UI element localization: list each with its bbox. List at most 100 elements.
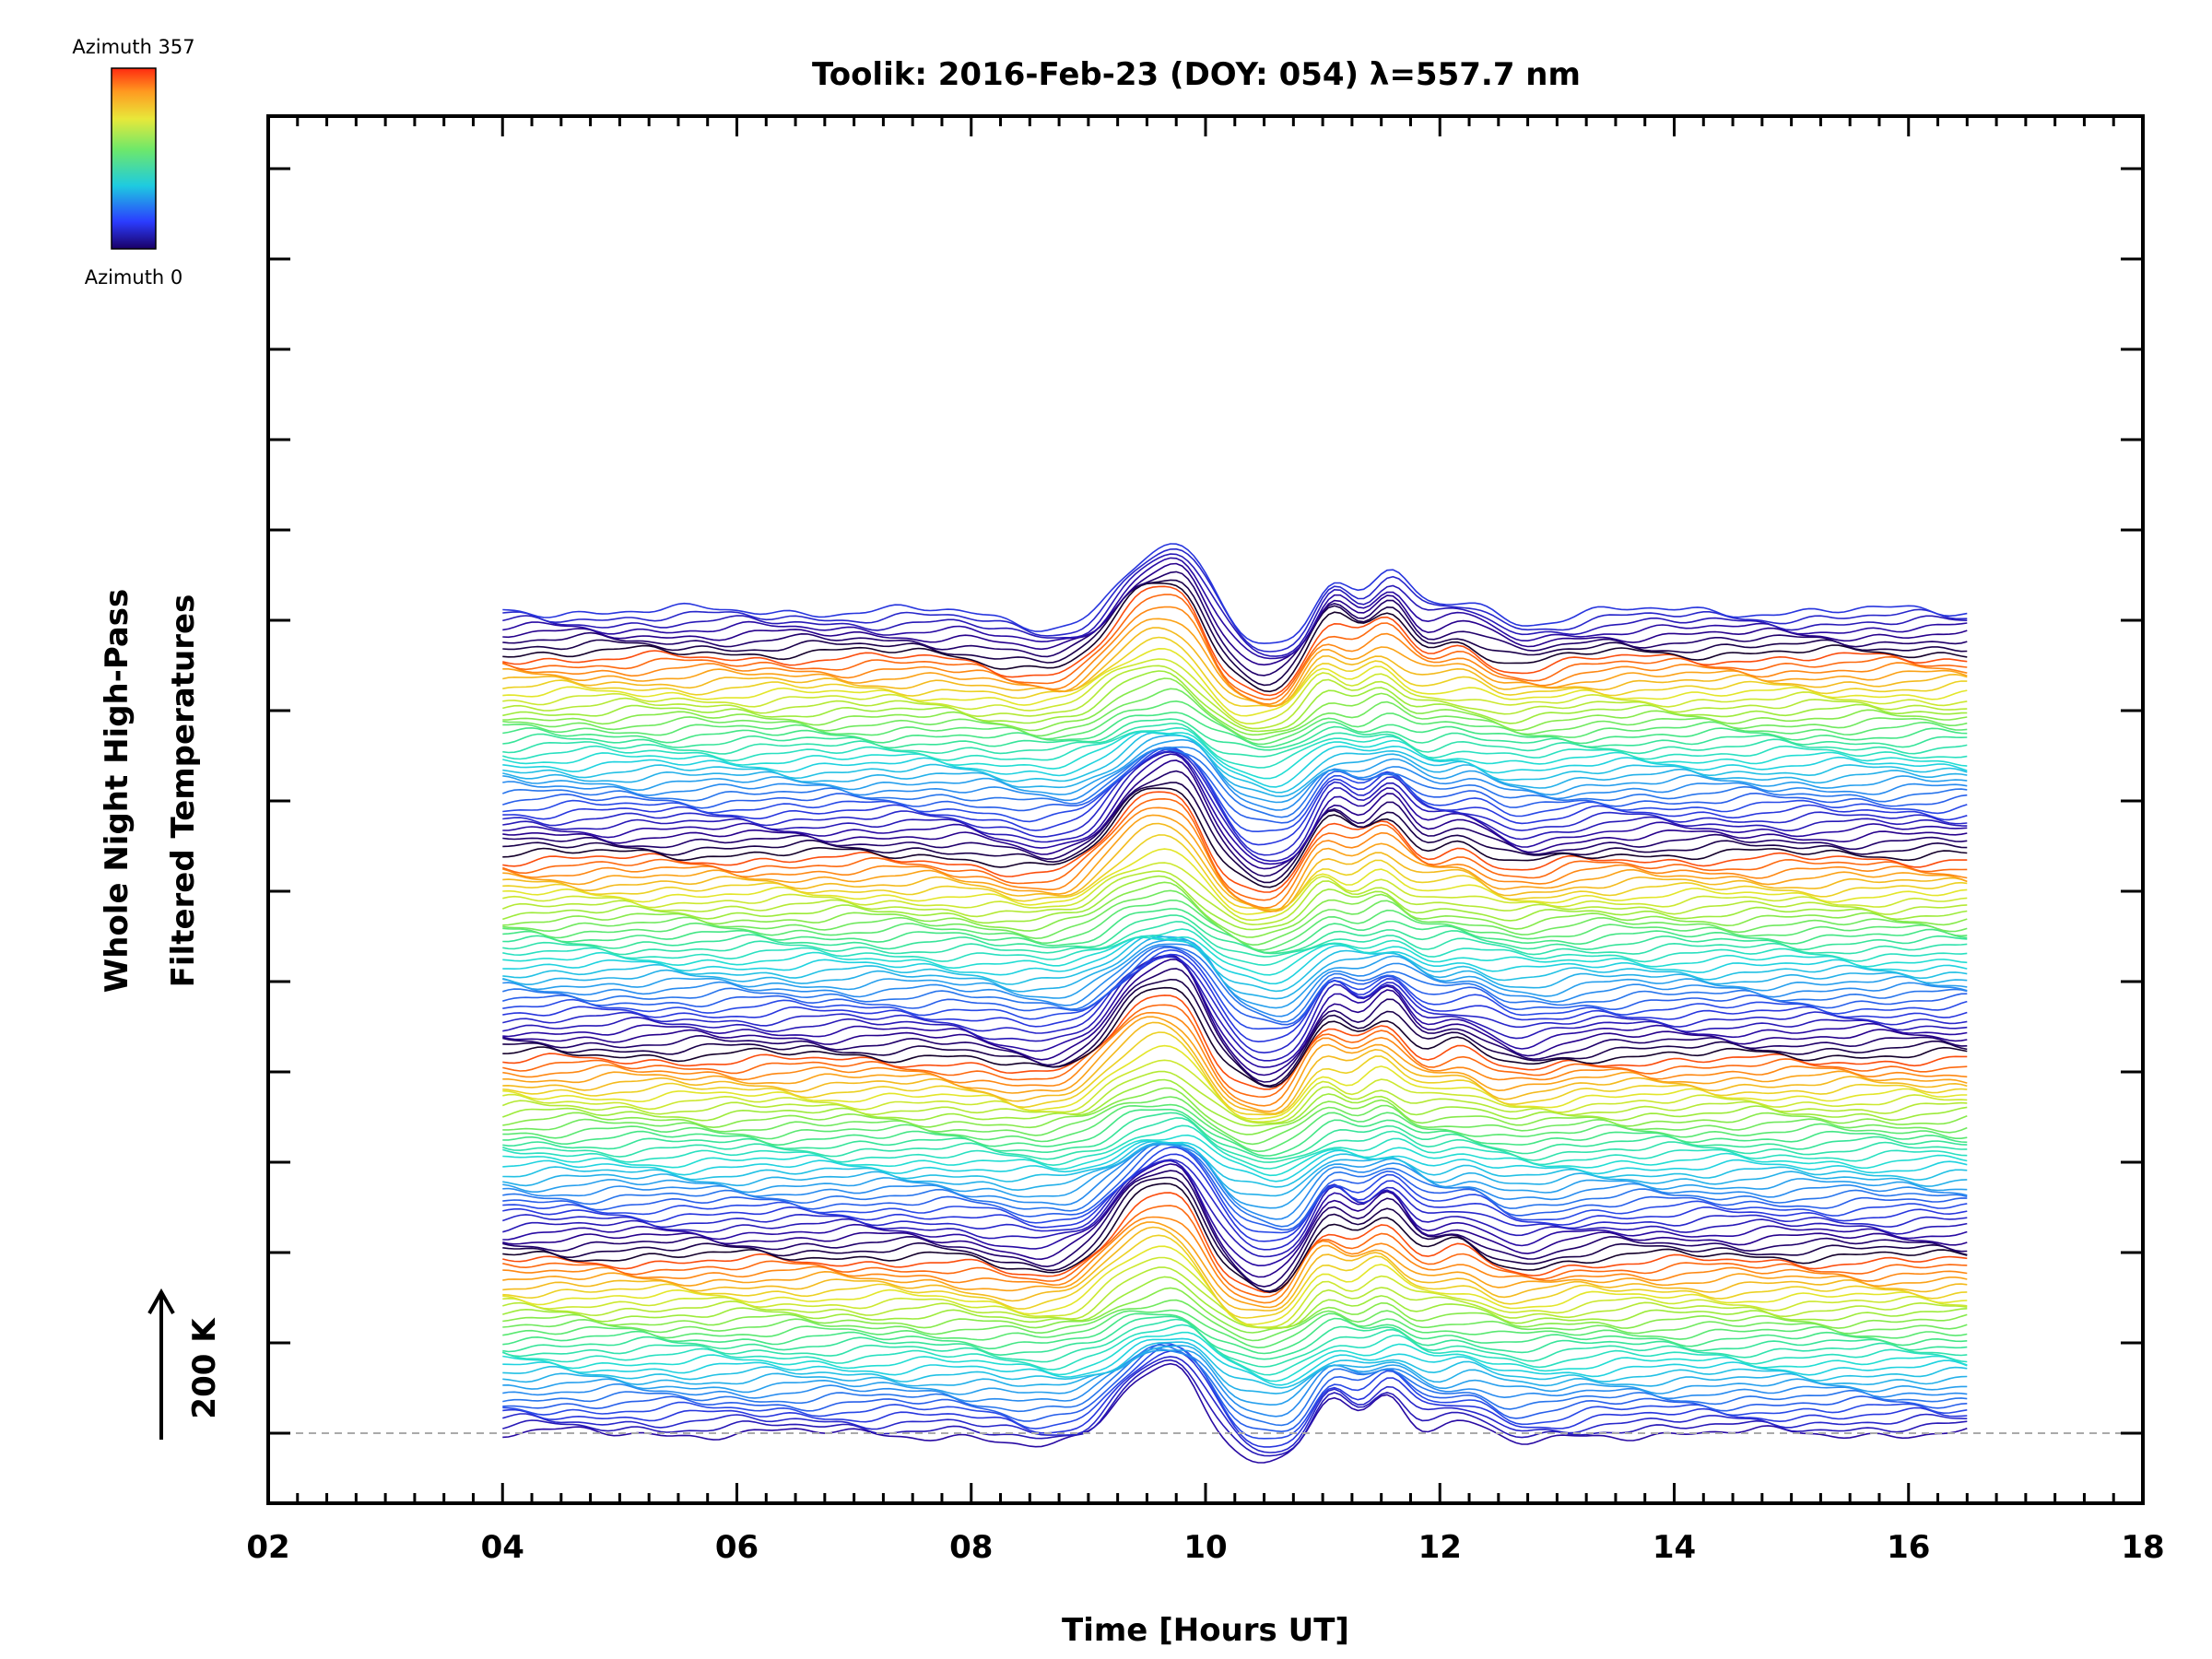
trace-line bbox=[502, 1216, 1968, 1304]
x-tick-label: 04 bbox=[481, 1529, 524, 1566]
trace-line bbox=[502, 730, 1968, 788]
trace-line bbox=[502, 1318, 1968, 1368]
trace-line bbox=[502, 935, 1968, 976]
trace-line bbox=[502, 1159, 1968, 1267]
y-axis-label: Whole Night High-Pass Filtered Temperatu… bbox=[99, 589, 202, 994]
trace-line bbox=[502, 889, 1968, 947]
scale-bar-arrow-head-icon bbox=[147, 1288, 175, 1314]
trace-line bbox=[502, 1344, 1968, 1427]
x-tick-label: 08 bbox=[949, 1529, 993, 1566]
trace-line bbox=[502, 1205, 1968, 1298]
trace-line bbox=[502, 948, 1968, 1030]
trace-line bbox=[502, 618, 1968, 708]
x-tick-label: 16 bbox=[1887, 1529, 1930, 1566]
trace-line bbox=[502, 1117, 1968, 1163]
trace-line bbox=[502, 726, 1968, 769]
trace-line bbox=[502, 955, 1968, 1062]
trace-line bbox=[502, 747, 1968, 824]
trace-line bbox=[502, 938, 1968, 1009]
trace-line bbox=[502, 1170, 1968, 1288]
trace-line bbox=[502, 735, 1968, 798]
trace-line bbox=[502, 1337, 1968, 1386]
trace-line bbox=[502, 791, 1968, 893]
trace-line bbox=[502, 557, 1968, 660]
trace-line bbox=[502, 1342, 1968, 1433]
trace-line bbox=[502, 1139, 1968, 1182]
x-tick-labels: 02 04 06 08 10 12 14 16 18 bbox=[246, 1529, 2164, 1566]
trace-line bbox=[502, 945, 1968, 1023]
trace-line bbox=[502, 1004, 1968, 1099]
trace-line bbox=[502, 585, 1968, 697]
trace-line bbox=[502, 627, 1968, 707]
colorbar-bottom-label: Azimuth 0 bbox=[85, 266, 183, 288]
trace-line bbox=[502, 1163, 1968, 1278]
trace-line bbox=[502, 1109, 1968, 1157]
x-tick-label: 14 bbox=[1653, 1529, 1696, 1566]
axis-ticks bbox=[266, 116, 2145, 1503]
trace-line bbox=[502, 914, 1968, 955]
trace-line bbox=[502, 921, 1968, 958]
trace-line bbox=[502, 787, 1968, 888]
trace-line bbox=[502, 1087, 1968, 1135]
trace-line bbox=[502, 954, 1968, 1068]
x-axis-label: Time [Hours UT] bbox=[1062, 1612, 1349, 1649]
trace-line bbox=[502, 1331, 1968, 1382]
x-tick-label: 06 bbox=[715, 1529, 759, 1566]
trace-line bbox=[502, 1143, 1968, 1220]
trace-line bbox=[502, 1096, 1968, 1146]
trace-line bbox=[502, 723, 1968, 758]
trace-line bbox=[502, 881, 1968, 938]
trace-line bbox=[502, 562, 1968, 666]
trace-line bbox=[502, 935, 1968, 985]
trace-line bbox=[502, 953, 1968, 1043]
trace-line bbox=[502, 1221, 1968, 1309]
trace-line bbox=[502, 1070, 1968, 1124]
trace-line bbox=[502, 1192, 1968, 1294]
trace-line bbox=[502, 1226, 1968, 1312]
trace-line bbox=[502, 738, 1968, 804]
x-tick-label: 12 bbox=[1418, 1529, 1462, 1566]
trace-line bbox=[502, 747, 1968, 846]
trace-line bbox=[502, 1362, 1968, 1464]
trace-line bbox=[502, 870, 1968, 926]
trace-line bbox=[502, 1276, 1968, 1329]
trace-line bbox=[502, 677, 1968, 736]
trace-line bbox=[502, 636, 1968, 708]
trace-line bbox=[502, 658, 1968, 724]
trace-line bbox=[502, 1309, 1968, 1349]
trace-line bbox=[502, 978, 1968, 1088]
trace-line bbox=[502, 547, 1968, 653]
trace-line bbox=[502, 647, 1968, 717]
trace-line bbox=[502, 543, 1968, 644]
trace-line bbox=[502, 1312, 1968, 1355]
trace-line bbox=[502, 1124, 1968, 1170]
trace-line bbox=[502, 848, 1968, 915]
colorbar-top-label: Azimuth 357 bbox=[72, 36, 194, 58]
trace-line bbox=[502, 1159, 1968, 1258]
trace-line bbox=[502, 1341, 1968, 1389]
trace-line bbox=[502, 1287, 1968, 1334]
trace-line bbox=[502, 688, 1968, 741]
trace-line bbox=[502, 875, 1968, 931]
trace-line bbox=[502, 1299, 1968, 1342]
trace-line bbox=[502, 753, 1968, 865]
trace-line bbox=[502, 947, 1968, 1026]
x-tick-label: 18 bbox=[2121, 1529, 2164, 1566]
trace-line bbox=[502, 1044, 1968, 1120]
trace-line bbox=[502, 935, 1968, 993]
chart-title: Toolik: 2016-Feb-23 (DOY: 054) λ=557.7 n… bbox=[812, 56, 1581, 93]
trace-line bbox=[502, 553, 1968, 657]
trace-line bbox=[502, 1134, 1968, 1177]
trace-line bbox=[502, 1182, 1968, 1293]
trace-line bbox=[502, 770, 1968, 877]
trace-line bbox=[502, 1315, 1968, 1360]
trace-line bbox=[502, 718, 1968, 751]
trace-line bbox=[502, 1031, 1968, 1116]
trace-line bbox=[502, 759, 1968, 870]
trace-line bbox=[502, 797, 1968, 901]
trace-line bbox=[502, 1153, 1968, 1242]
trace-line bbox=[502, 1349, 1968, 1406]
trace-line bbox=[502, 579, 1968, 687]
trace-line bbox=[502, 731, 1968, 780]
trace-line bbox=[502, 1112, 1968, 1160]
